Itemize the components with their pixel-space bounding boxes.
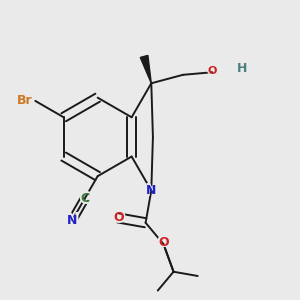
Text: O: O bbox=[113, 212, 124, 224]
Text: C: C bbox=[78, 190, 91, 208]
Text: Br: Br bbox=[16, 94, 32, 107]
Text: H: H bbox=[237, 62, 247, 76]
Text: N: N bbox=[144, 182, 158, 200]
Text: O: O bbox=[111, 209, 125, 227]
Text: C: C bbox=[80, 192, 89, 205]
Text: O: O bbox=[208, 66, 217, 76]
Text: H: H bbox=[237, 60, 250, 78]
Text: O: O bbox=[206, 63, 219, 78]
Text: O: O bbox=[158, 236, 169, 249]
Text: N: N bbox=[67, 214, 77, 226]
Polygon shape bbox=[140, 56, 151, 83]
Text: N: N bbox=[146, 184, 157, 197]
Text: N: N bbox=[65, 211, 79, 229]
Text: O: O bbox=[156, 233, 171, 251]
Text: Br: Br bbox=[11, 92, 32, 110]
